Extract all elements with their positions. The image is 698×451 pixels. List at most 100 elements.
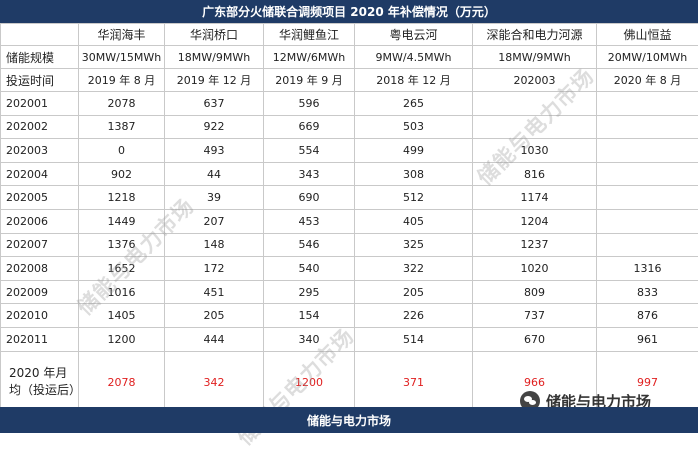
table-cell: 1237 [473, 233, 597, 257]
table-cell: 172 [165, 257, 264, 281]
table-cell: 148 [165, 233, 264, 257]
compensation-table-figure: 广东部分火储联合调频项目 2020 年补偿情况（万元） 华润海丰 华润桥口 华润… [0, 0, 698, 433]
project-time: 2019 年 9 月 [264, 69, 355, 92]
row-label: 2020 年月均（投运后） [1, 351, 79, 413]
table-cell: 902 [79, 162, 165, 186]
commission-time-row: 投运时间 2019 年 8 月 2019 年 12 月 2019 年 9 月 2… [1, 69, 698, 92]
table-row: 202009 1016 451 295 205 809 833 [1, 280, 698, 304]
table-cell: 669 [264, 115, 355, 139]
table-row: 202004 902 44 343 308 816 [1, 162, 698, 186]
header-row: 华润海丰 华润桥口 华润鲤鱼江 粤电云河 深能合和电力河源 佛山恒益 [1, 24, 698, 46]
table-row: 202011 1200 444 340 514 670 961 [1, 327, 698, 351]
table-cell: 1316 [597, 257, 698, 281]
table-cell: 325 [355, 233, 473, 257]
project-scale: 18MW/9MWh [165, 46, 264, 69]
table-cell: 265 [355, 92, 473, 116]
project-scale: 20MW/10MWh [597, 46, 698, 69]
table-cell [473, 115, 597, 139]
table-cell: 499 [355, 139, 473, 163]
table-cell: 1387 [79, 115, 165, 139]
month-label: 202003 [1, 139, 79, 163]
table-cell: 493 [165, 139, 264, 163]
table-cell: 2078 [79, 92, 165, 116]
table-cell: 546 [264, 233, 355, 257]
table-cell: 308 [355, 162, 473, 186]
month-label: 202002 [1, 115, 79, 139]
table-row: 202008 1652 172 540 322 1020 1316 [1, 257, 698, 281]
project-name: 深能合和电力河源 [473, 24, 597, 46]
table-cell: 922 [165, 115, 264, 139]
table-cell: 39 [165, 186, 264, 210]
table-cell: 737 [473, 304, 597, 328]
table-cell: 961 [597, 327, 698, 351]
project-scale: 12MW/6MWh [264, 46, 355, 69]
table-cell: 1020 [473, 257, 597, 281]
average-cell: 371 [355, 351, 473, 413]
row-label: 投运时间 [1, 69, 79, 92]
table-cell: 1218 [79, 186, 165, 210]
table-cell: 340 [264, 327, 355, 351]
table-row: 202005 1218 39 690 512 1174 [1, 186, 698, 210]
project-name: 粤电云河 [355, 24, 473, 46]
project-time: 2018 年 12 月 [355, 69, 473, 92]
table-cell: 1449 [79, 209, 165, 233]
average-cell: 342 [165, 351, 264, 413]
average-cell: 2078 [79, 351, 165, 413]
table-cell: 205 [355, 280, 473, 304]
project-time: 2019 年 8 月 [79, 69, 165, 92]
table-cell [597, 115, 698, 139]
table-cell: 444 [165, 327, 264, 351]
table-cell [597, 92, 698, 116]
project-name: 华润鲤鱼江 [264, 24, 355, 46]
table-cell: 833 [597, 280, 698, 304]
compensation-table: 华润海丰 华润桥口 华润鲤鱼江 粤电云河 深能合和电力河源 佛山恒益 储能规模 … [0, 23, 698, 414]
project-time: 2020 年 8 月 [597, 69, 698, 92]
table-cell: 453 [264, 209, 355, 233]
project-scale: 30MW/15MWh [79, 46, 165, 69]
table-cell: 205 [165, 304, 264, 328]
table-cell: 44 [165, 162, 264, 186]
project-scale: 9MW/4.5MWh [355, 46, 473, 69]
project-time: 2019 年 12 月 [165, 69, 264, 92]
table-cell: 1652 [79, 257, 165, 281]
table-cell [597, 162, 698, 186]
table-cell: 0 [79, 139, 165, 163]
table-cell: 207 [165, 209, 264, 233]
project-name: 华润桥口 [165, 24, 264, 46]
table-cell [597, 186, 698, 210]
table-cell: 540 [264, 257, 355, 281]
project-name: 华润海丰 [79, 24, 165, 46]
table-cell: 816 [473, 162, 597, 186]
scale-row: 储能规模 30MW/15MWh 18MW/9MWh 12MW/6MWh 9MW/… [1, 46, 698, 69]
table-title: 广东部分火储联合调频项目 2020 年补偿情况（万元） [0, 0, 698, 23]
month-label: 202009 [1, 280, 79, 304]
table-cell: 512 [355, 186, 473, 210]
table-cell: 670 [473, 327, 597, 351]
table-cell: 690 [264, 186, 355, 210]
table-cell [597, 233, 698, 257]
table-cell: 295 [264, 280, 355, 304]
month-label: 202010 [1, 304, 79, 328]
table-row: 202002 1387 922 669 503 [1, 115, 698, 139]
table-cell [597, 209, 698, 233]
month-label: 202006 [1, 209, 79, 233]
month-label: 202011 [1, 327, 79, 351]
table-cell: 451 [165, 280, 264, 304]
table-cell: 596 [264, 92, 355, 116]
table-cell [473, 92, 597, 116]
table-row: 202007 1376 148 546 325 1237 [1, 233, 698, 257]
month-label: 202007 [1, 233, 79, 257]
table-cell: 1204 [473, 209, 597, 233]
table-cell: 322 [355, 257, 473, 281]
table-cell [597, 139, 698, 163]
table-row: 202003 0 493 554 499 1030 [1, 139, 698, 163]
table-cell: 1030 [473, 139, 597, 163]
table-cell: 226 [355, 304, 473, 328]
table-cell: 554 [264, 139, 355, 163]
table-cell: 503 [355, 115, 473, 139]
table-cell: 514 [355, 327, 473, 351]
average-cell: 1200 [264, 351, 355, 413]
table-row: 202006 1449 207 453 405 1204 [1, 209, 698, 233]
table-cell: 1200 [79, 327, 165, 351]
table-cell: 1376 [79, 233, 165, 257]
